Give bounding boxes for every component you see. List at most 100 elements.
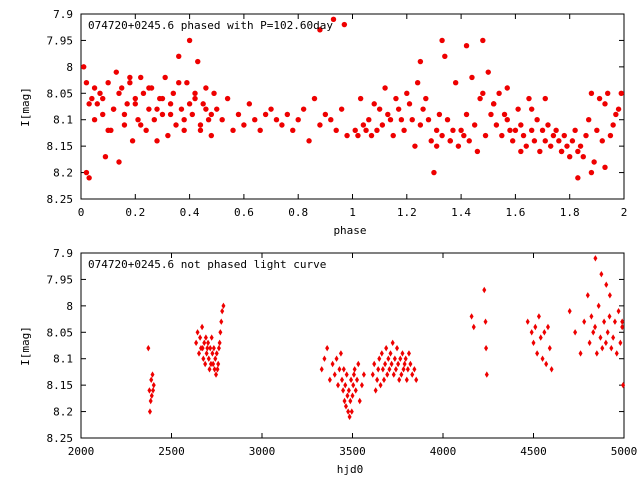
data-point (417, 122, 424, 128)
data-point (91, 117, 98, 123)
data-point (588, 90, 595, 96)
data-point (375, 376, 380, 384)
data-point (417, 58, 424, 65)
data-point (577, 143, 584, 149)
data-point (262, 111, 269, 118)
data-point (469, 313, 474, 320)
data-point (388, 350, 393, 357)
data-point (501, 111, 508, 118)
data-point (518, 122, 524, 128)
data-point (409, 117, 415, 123)
data-point (97, 90, 103, 96)
data-point (580, 154, 586, 160)
data-point (392, 355, 397, 362)
data-point (344, 371, 349, 378)
data-point (352, 366, 357, 373)
data-point (203, 106, 209, 112)
data-point (83, 80, 90, 86)
data-point (463, 111, 470, 118)
data-point (241, 122, 247, 128)
data-point (533, 323, 538, 331)
data-point (578, 350, 583, 357)
data-point (113, 69, 119, 75)
data-point (401, 366, 406, 373)
data-point (197, 127, 204, 133)
data-point (206, 339, 211, 347)
data-point (348, 397, 353, 405)
x-axis-label: hjd0 (337, 463, 364, 476)
data-point (376, 366, 381, 373)
data-point (347, 413, 352, 421)
data-point (181, 117, 187, 123)
data-point (350, 392, 355, 399)
data-point (414, 376, 419, 384)
data-point (549, 366, 554, 373)
data-point (603, 339, 608, 347)
y-tick-label: 7.9 (53, 247, 73, 260)
data-point (586, 117, 592, 123)
data-point (102, 154, 109, 160)
data-point (431, 169, 437, 176)
unphased-light-curve-panel: 2000 2500 3000 3500 4000 4500 5000 7.9 7.95 8 8.05… (19, 247, 637, 476)
y-tick-label: 8.15 (47, 140, 74, 153)
data-point (377, 355, 382, 362)
data-point (105, 80, 111, 86)
data-point (480, 90, 486, 96)
data-point (393, 95, 399, 102)
data-point (384, 344, 389, 352)
data-point (504, 117, 510, 123)
data-point (366, 117, 372, 123)
data-point (496, 90, 502, 96)
data-point (484, 371, 489, 378)
data-point (355, 132, 361, 139)
data-point (615, 106, 622, 112)
data-point (116, 90, 122, 96)
data-point (338, 350, 343, 357)
x-tick-label: 1.8 (560, 206, 580, 219)
data-point (386, 355, 391, 362)
data-point (471, 122, 478, 128)
data-point (387, 117, 394, 123)
data-point (150, 371, 155, 378)
data-point (393, 366, 398, 373)
data-point (520, 132, 527, 139)
data-point (594, 127, 600, 133)
data-point (147, 387, 152, 394)
data-point (442, 53, 448, 59)
data-point (273, 117, 280, 123)
data-point (154, 138, 160, 144)
data-point (215, 366, 220, 373)
data-point (208, 344, 213, 352)
data-point (184, 80, 190, 86)
data-point (217, 339, 222, 347)
data-point (406, 350, 411, 357)
data-point (167, 101, 174, 107)
data-point (151, 381, 156, 389)
data-point (370, 371, 375, 378)
data-point (477, 95, 483, 102)
data-point (195, 58, 201, 65)
y-tick-label: 8.05 (47, 87, 74, 100)
data-point (338, 106, 345, 112)
x-tick-label: 2 (621, 206, 628, 219)
data-point (127, 74, 133, 81)
data-point (340, 376, 345, 384)
data-point (138, 122, 144, 128)
data-point (567, 154, 573, 160)
data-point (192, 95, 198, 102)
data-point (371, 101, 377, 107)
data-point (252, 117, 258, 123)
chart-title: 074720+0245.6 phased with P=102.60day (88, 19, 333, 32)
data-point (458, 127, 464, 133)
data-point (387, 366, 392, 373)
data-point (471, 323, 476, 331)
data-point (482, 286, 487, 294)
y-tick-label: 8.2 (53, 167, 73, 180)
x-tick-label: 3000 (249, 445, 276, 458)
data-point (181, 127, 187, 133)
data-point (203, 85, 209, 91)
data-point (485, 69, 491, 75)
data-point (376, 106, 383, 112)
data-point (609, 344, 614, 352)
data-point (621, 381, 626, 389)
